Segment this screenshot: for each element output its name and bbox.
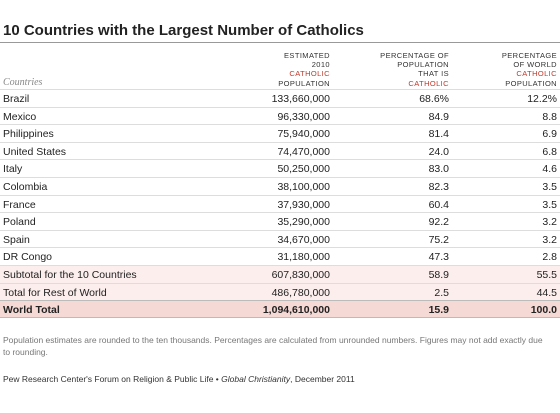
table-row: Total for Rest of World 486,780,000 2.5 44.… <box>0 282 560 301</box>
table-row: World Total 1,094,610,000 15.9 100.0 <box>0 300 560 318</box>
column-header: PERCENTAGE OF WORLD CATHOLIC POPULATION <box>502 51 557 88</box>
value-cell: 2.5 <box>434 286 449 299</box>
value-cell: 44.5 <box>536 286 557 299</box>
value-cell: 1,094,610,000 <box>262 304 330 317</box>
value-cell: 55.5 <box>536 268 557 281</box>
value-cell: 24.0 <box>428 145 449 158</box>
value-cell: 84.9 <box>428 110 449 123</box>
value-cell: 2.8 <box>542 251 557 264</box>
table-row: Subtotal for the 10 Countries 607,830,000… <box>0 264 560 283</box>
label-cell: Spain <box>3 233 30 246</box>
table-row: Italy 50,250,000 83.0 4.6 <box>0 159 560 177</box>
label-cell: Colombia <box>3 180 48 193</box>
source: Pew Research Center's Forum on Religion … <box>3 374 355 384</box>
value-cell: 60.4 <box>428 198 449 211</box>
source-publication: Global Christianity <box>221 374 291 384</box>
table-row: United States 74,470,000 24.0 6.8 <box>0 141 560 160</box>
label-cell: Brazil <box>3 93 30 105</box>
value-cell: 3.5 <box>542 180 557 193</box>
value-cell: 75,940,000 <box>277 128 330 141</box>
value-cell: 83.0 <box>428 163 449 176</box>
value-cell: 74,470,000 <box>277 145 330 158</box>
title-rule <box>0 42 560 43</box>
value-cell: 6.9 <box>542 128 557 141</box>
header-line: ESTIMATED <box>284 50 330 60</box>
value-cell: 92.2 <box>428 216 449 229</box>
value-cell: 15.9 <box>428 304 449 317</box>
value-cell: 3.5 <box>542 198 557 211</box>
value-cell: 4.6 <box>542 163 557 176</box>
table-header: Countries ESTIMATED 2010 CATHOLIC POPULATIO… <box>0 46 560 90</box>
table-row: Mexico 96,330,000 84.9 8.8 <box>0 106 560 125</box>
table-row: Spain 34,670,000 75.2 3.2 <box>0 229 560 248</box>
column-header: PERCENTAGE OF POPULATION THAT IS CATHOLIC <box>380 51 449 88</box>
table-body: Brazil 133,660,000 68.6% 12.2% Mexico 96,330,… <box>0 89 560 318</box>
value-cell: 75.2 <box>428 233 449 246</box>
value-cell: 31,180,000 <box>277 251 330 264</box>
value-cell: 35,290,000 <box>277 216 330 229</box>
row-header: Countries <box>3 77 43 88</box>
header-line: THAT IS <box>418 69 449 79</box>
header-line: POPULATION <box>278 78 330 88</box>
value-cell: 58.9 <box>428 268 449 281</box>
table-row: Brazil 133,660,000 68.6% 12.2% <box>0 89 560 107</box>
table-row: France 37,930,000 60.4 3.5 <box>0 194 560 213</box>
header-line: POPULATION <box>505 78 557 88</box>
label-cell: Italy <box>3 163 23 176</box>
label-cell: World Total <box>3 304 60 317</box>
table-row: Philippines 75,940,000 81.4 6.9 <box>0 124 560 142</box>
header-line: PERCENTAGE <box>501 50 557 60</box>
label-cell: Mexico <box>3 110 37 123</box>
value-cell: 100.0 <box>530 304 557 317</box>
label-cell: United States <box>3 145 67 158</box>
value-cell: 68.6% <box>419 93 449 105</box>
value-cell: 6.8 <box>542 145 557 158</box>
value-cell: 37,930,000 <box>277 198 330 211</box>
value-cell: 486,780,000 <box>271 286 330 299</box>
value-cell: 50,250,000 <box>277 163 330 176</box>
value-cell: 8.8 <box>542 110 557 123</box>
source-prefix: Pew Research Center's Forum on Religion … <box>3 374 222 384</box>
label-cell: Poland <box>3 216 36 229</box>
value-cell: 34,670,000 <box>277 233 330 246</box>
label-cell: Philippines <box>3 128 54 141</box>
value-cell: 3.2 <box>542 216 557 229</box>
column-header: ESTIMATED 2010 CATHOLIC POPULATION <box>278 51 330 88</box>
table-row: Poland 35,290,000 92.2 3.2 <box>0 212 560 230</box>
value-cell: 47.3 <box>428 251 449 264</box>
header-line: 2010 <box>311 60 330 70</box>
value-cell: 607,830,000 <box>271 268 330 281</box>
header-line: PERCENTAGE OF <box>380 50 449 60</box>
source-suffix: , December 2011 <box>290 374 355 384</box>
value-cell: 3.2 <box>542 233 557 246</box>
value-cell: 81.4 <box>428 128 449 141</box>
label-cell: Subtotal for the 10 Countries <box>3 268 137 281</box>
value-cell: 133,660,000 <box>271 93 330 105</box>
title: 10 Countries with the Largest Number of … <box>3 22 364 39</box>
value-cell: 38,100,000 <box>277 180 330 193</box>
label-cell: DR Congo <box>3 251 53 264</box>
footnote: Population estimates are rounded to the … <box>3 335 543 357</box>
header-emphasis: CATHOLIC <box>516 69 557 79</box>
header-line: POPULATION <box>397 60 449 70</box>
table-row: Colombia 38,100,000 82.3 3.5 <box>0 176 560 195</box>
value-cell: 96,330,000 <box>277 110 330 123</box>
label-cell: Total for Rest of World <box>3 286 107 299</box>
header-line: OF WORLD <box>513 60 557 70</box>
value-cell: 82.3 <box>428 180 449 193</box>
value-cell: 12.2% <box>527 93 557 105</box>
label-cell: France <box>3 198 36 211</box>
table-row: DR Congo 31,180,000 47.3 2.8 <box>0 247 560 265</box>
header-emphasis: CATHOLIC <box>408 78 449 88</box>
header-emphasis: CATHOLIC <box>289 69 330 79</box>
